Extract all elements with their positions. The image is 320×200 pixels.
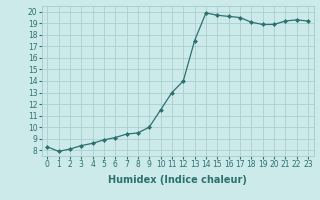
X-axis label: Humidex (Indice chaleur): Humidex (Indice chaleur)	[108, 175, 247, 185]
